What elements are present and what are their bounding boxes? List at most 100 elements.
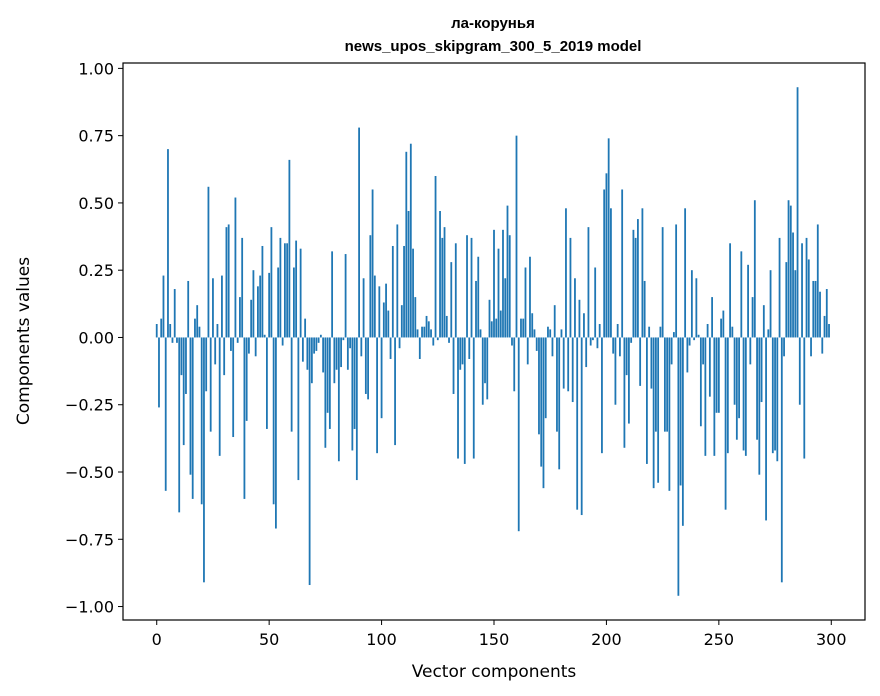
bar-component-35 [234, 197, 237, 338]
bar-component-47 [261, 245, 264, 338]
bar-component-124 [434, 176, 437, 338]
bar-component-237 [688, 337, 691, 346]
bar-component-217 [643, 280, 646, 338]
bar-component-17 [194, 318, 196, 338]
bar-component-169 [535, 337, 538, 351]
bar-component-126 [439, 211, 441, 338]
bar-component-174 [547, 326, 549, 338]
bar-component-270 [762, 305, 765, 338]
bar-component-274 [771, 337, 774, 454]
bar-component-34 [232, 337, 235, 438]
bar-component-292 [812, 280, 815, 338]
bar-component-51 [270, 227, 273, 338]
bar-component-38 [241, 237, 244, 338]
bar-component-297 [823, 315, 826, 338]
bar-component-6 [169, 324, 172, 338]
x-tick-label: 250 [704, 630, 735, 649]
bar-component-268 [758, 337, 761, 475]
bar-component-216 [641, 208, 644, 338]
bar-component-277 [778, 237, 781, 338]
bar-component-182 [565, 208, 567, 338]
bar-component-42 [250, 299, 253, 338]
y-tick-label: 0.50 [78, 194, 114, 213]
bar-component-234 [681, 337, 684, 526]
bar-component-97 [373, 275, 376, 338]
bar-component-69 [310, 337, 313, 384]
bar-component-288 [803, 337, 806, 459]
bar-component-161 [517, 337, 520, 532]
bar-component-247 [711, 297, 713, 338]
bar-component-184 [569, 237, 572, 338]
bar-component-212 [632, 229, 635, 338]
bar-component-295 [819, 291, 821, 338]
bar-component-60 [290, 337, 293, 432]
bar-component-135 [459, 337, 462, 370]
bar-component-179 [558, 337, 561, 470]
bar-component-145 [481, 337, 484, 405]
y-tick-label: −0.25 [65, 396, 114, 415]
bar-component-167 [531, 313, 534, 338]
chart-title: ла-корунья [451, 15, 535, 32]
bar-component-131 [450, 262, 453, 338]
bar-component-103 [387, 310, 390, 338]
bar-component-240 [695, 278, 698, 338]
bar-component-2 [160, 318, 163, 338]
bar-component-197 [598, 324, 601, 338]
bar-component-49 [266, 337, 268, 429]
bar-component-110 [403, 245, 405, 338]
bar-component-279 [783, 337, 785, 357]
bar-component-166 [529, 256, 531, 338]
bar-component-22 [205, 337, 208, 392]
bar-component-66 [304, 318, 307, 338]
bar-component-82 [340, 337, 342, 368]
y-tick-label: 0.25 [78, 261, 114, 280]
bar-component-193 [589, 337, 592, 346]
bar-component-9 [176, 337, 178, 343]
bar-component-266 [753, 200, 756, 338]
bar-component-134 [457, 337, 459, 459]
bar-component-122 [430, 329, 432, 338]
bar-component-85 [346, 337, 349, 370]
bar-component-67 [306, 337, 309, 370]
bar-component-263 [747, 264, 749, 338]
bar-component-102 [385, 283, 387, 338]
bar-component-271 [765, 337, 767, 521]
bar-component-44 [254, 337, 257, 357]
bar-component-26 [214, 337, 217, 365]
bar-component-109 [400, 305, 403, 338]
bar-component-148 [488, 299, 491, 338]
bar-component-32 [227, 224, 230, 338]
bar-component-14 [187, 280, 190, 338]
y-tick-label: −1.00 [65, 598, 114, 617]
chart-subtitle: news_upos_skipgram_300_5_2019 model [345, 38, 642, 55]
bar-component-106 [394, 337, 396, 446]
y-tick-label: 1.00 [78, 59, 114, 78]
bar-component-141 [472, 337, 475, 459]
bar-component-200 [605, 173, 608, 338]
bar-component-299 [828, 324, 830, 338]
bar-component-127 [441, 237, 444, 338]
bar-component-57 [283, 243, 286, 338]
bar-component-53 [275, 337, 277, 529]
bar-component-165 [526, 337, 529, 365]
bar-component-19 [198, 326, 201, 338]
bar-component-186 [574, 278, 576, 338]
bar-component-84 [344, 254, 347, 338]
bar-component-80 [335, 337, 338, 370]
bar-component-254 [726, 337, 729, 454]
bar-component-147 [486, 337, 489, 400]
bar-component-275 [774, 337, 776, 451]
bar-component-1 [158, 337, 160, 408]
bar-component-287 [801, 243, 803, 338]
bar-component-46 [259, 275, 262, 338]
bar-component-115 [414, 297, 417, 338]
bar-component-231 [675, 224, 678, 338]
bar-component-96 [371, 189, 374, 338]
bar-component-202 [610, 208, 612, 338]
bar-component-210 [628, 337, 630, 424]
bar-component-261 [742, 337, 745, 451]
bar-component-244 [704, 337, 707, 456]
bar-component-13 [185, 337, 187, 394]
bar-component-93 [364, 337, 367, 394]
